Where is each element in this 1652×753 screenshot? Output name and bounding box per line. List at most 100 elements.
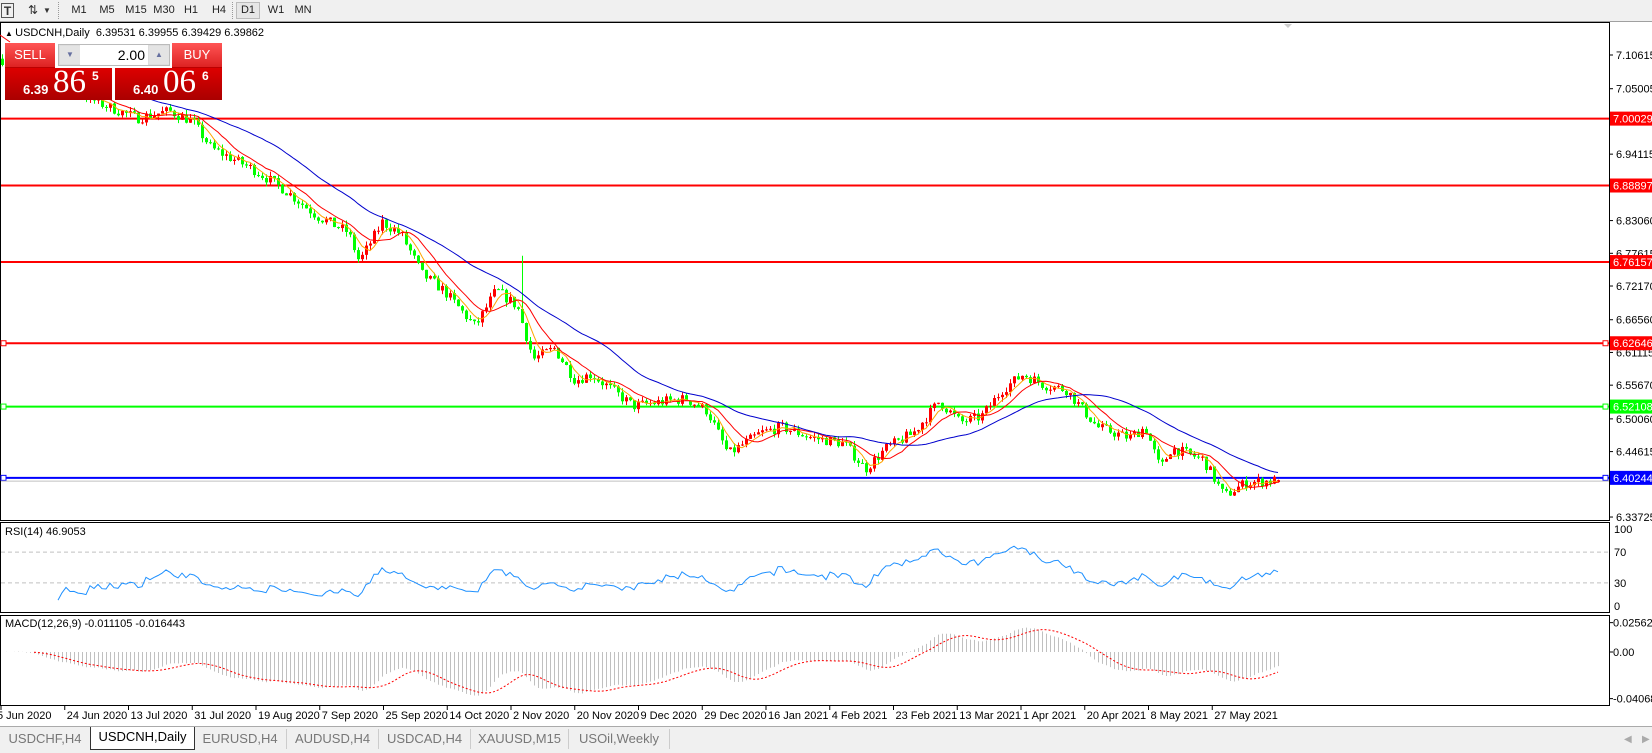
candle-body — [181, 114, 184, 120]
candle-body — [973, 413, 976, 416]
candle-body — [937, 402, 940, 404]
date-axis-label: 25 Sep 2020 — [386, 710, 448, 722]
candle-body — [341, 224, 344, 229]
tab-usoil-weekly[interactable]: USOil,Weekly — [569, 729, 670, 749]
candle-body — [877, 457, 880, 460]
candle-body — [433, 276, 436, 279]
candle-body — [1177, 448, 1180, 456]
candle-body — [145, 113, 148, 123]
tab-usdcad-h4[interactable]: USDCAD,H4 — [379, 729, 471, 749]
timeframe-m15[interactable]: M15 — [125, 4, 147, 16]
candle-body — [297, 201, 300, 204]
candle-body — [1193, 453, 1196, 457]
candle-body — [161, 111, 164, 114]
sell-price-big: 86 — [53, 64, 86, 100]
buy-price[interactable]: 6.40 06 6 — [115, 64, 222, 100]
price-axis-label: 6.72170 — [1616, 281, 1652, 293]
candle-body — [1045, 387, 1048, 391]
price-axis-label: 6.50060 — [1616, 414, 1652, 426]
tab-usdcnh-daily[interactable]: USDCNH,Daily — [90, 727, 195, 750]
candle-body — [549, 347, 552, 350]
date-axis-label: 2 Nov 2020 — [513, 710, 569, 722]
level-price-label: 6.52108 — [1613, 402, 1652, 414]
lot-size-input[interactable] — [80, 45, 148, 65]
candle-body — [629, 397, 632, 401]
candle-body — [109, 103, 112, 108]
buy-button[interactable]: BUY — [172, 43, 222, 68]
candle-body — [737, 445, 740, 453]
candle-body — [841, 441, 844, 447]
rsi-pane — [0, 522, 1610, 613]
scroll-right-icon[interactable]: ▶ — [1642, 734, 1650, 745]
candle-body — [505, 289, 508, 303]
timeframe-d1[interactable]: D1 — [236, 2, 260, 19]
candle-body — [929, 408, 932, 423]
chevron-down-icon[interactable]: ▼ — [43, 6, 51, 15]
timeframe-m30[interactable]: M30 — [153, 4, 175, 16]
candle-body — [169, 107, 172, 111]
drawing-tools-icon[interactable]: ⇅ — [27, 3, 39, 17]
date-axis-label: 8 May 2021 — [1151, 710, 1208, 722]
timeframe-m5[interactable]: M5 — [99, 4, 115, 16]
candle-body — [797, 428, 800, 436]
collapse-triangle-icon[interactable]: ▲ — [5, 29, 16, 38]
candle-body — [633, 400, 636, 410]
candle-body — [837, 439, 840, 447]
price-pane — [0, 22, 1610, 521]
candle-body — [961, 416, 964, 422]
candle-body — [921, 422, 924, 431]
candle-body — [481, 311, 484, 323]
tab-eurusd-h4[interactable]: EURUSD,H4 — [194, 729, 287, 749]
candle-body — [393, 228, 396, 232]
candle-body — [653, 403, 656, 405]
candle-body — [257, 175, 260, 177]
candle-body — [541, 349, 544, 356]
date-axis-label: 4 Feb 2021 — [832, 710, 888, 722]
timeframe-mn[interactable]: MN — [294, 4, 312, 16]
candle-body — [405, 232, 408, 245]
text-tool-icon[interactable]: T — [1, 3, 14, 18]
timeframe-w1[interactable]: W1 — [267, 4, 285, 16]
candle-body — [733, 447, 736, 453]
candle-body — [581, 380, 584, 383]
candle-body — [441, 285, 444, 291]
candle-body — [881, 450, 884, 460]
candle-body — [1073, 392, 1076, 404]
timeframe-h4[interactable]: H4 — [211, 4, 227, 16]
timeframe-m1[interactable]: M1 — [71, 4, 87, 16]
candle-body — [601, 381, 604, 386]
timeframe-h1[interactable]: H1 — [183, 4, 199, 16]
lot-increase-icon[interactable]: ▲ — [149, 46, 169, 64]
candle-body — [1277, 480, 1280, 483]
candle-body — [1089, 417, 1092, 422]
candle-body — [353, 234, 356, 251]
candle-body — [357, 250, 360, 260]
tab-audusd-h4[interactable]: AUDUSD,H4 — [287, 729, 379, 749]
lot-decrease-icon[interactable]: ▼ — [60, 46, 80, 64]
rsi-axis-label: 70 — [1614, 547, 1626, 559]
candle-body — [789, 430, 792, 433]
tab-usdchf-h4[interactable]: USDCHF,H4 — [0, 729, 91, 749]
candle-body — [325, 219, 328, 223]
candle-body — [321, 220, 324, 223]
candle-body — [241, 156, 244, 165]
candle-body — [933, 403, 936, 409]
price-axis-label: 7.05005 — [1616, 84, 1652, 96]
buy-price-big: 06 — [163, 64, 196, 100]
candle-body — [337, 227, 340, 229]
candle-body — [977, 413, 980, 421]
tab-xauusd-m15[interactable]: XAUUSD,M15 — [471, 729, 569, 749]
sell-button[interactable]: SELL — [5, 43, 55, 68]
candle-body — [209, 142, 212, 144]
price-axis-label: 6.55670 — [1616, 380, 1652, 392]
candle-body — [1205, 456, 1208, 470]
candle-body — [613, 385, 616, 387]
sell-price[interactable]: 6.39 86 5 — [5, 64, 112, 100]
price-axis-label: 7.10615 — [1616, 50, 1652, 62]
scroll-left-icon[interactable]: ◀ — [1624, 734, 1632, 745]
candle-body — [1161, 459, 1164, 462]
candle-body — [281, 184, 284, 194]
chart-tabs: USDCHF,H4 USDCNH,Daily EURUSD,H4 AUDUSD,… — [0, 726, 1652, 753]
candle-body — [625, 397, 628, 402]
